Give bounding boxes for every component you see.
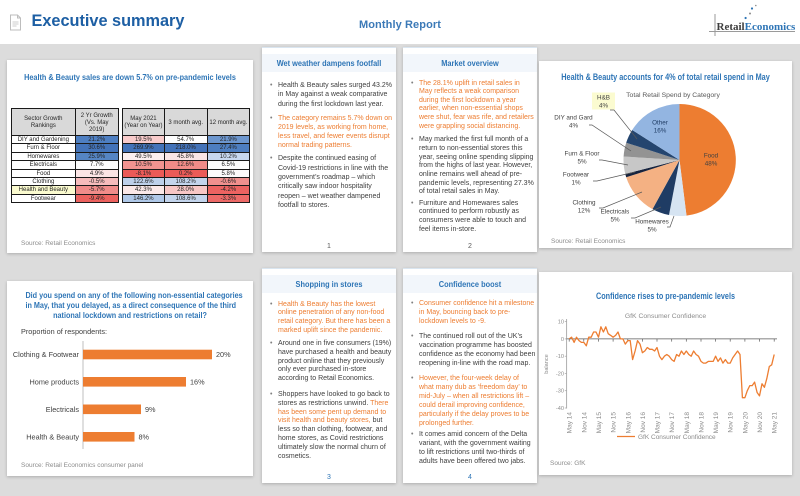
svg-text:1%: 1% <box>571 180 581 187</box>
svg-text:Clothing: Clothing <box>572 200 596 207</box>
svg-text:Electricals: Electricals <box>601 209 630 216</box>
svg-text:16%: 16% <box>654 128 667 135</box>
svg-text:DIY and Gard: DIY and Gard <box>554 115 593 122</box>
svg-text:10: 10 <box>558 320 564 326</box>
svg-text:9%: 9% <box>145 405 156 414</box>
svg-text:Homewares: Homewares <box>635 219 669 226</box>
svg-text:May 19: May 19 <box>713 412 720 434</box>
svg-text:-10: -10 <box>556 354 564 360</box>
svg-text:Health & Beauty: Health & Beauty <box>26 433 79 442</box>
svg-text:Home products: Home products <box>30 378 80 387</box>
svg-text:Footwear: Footwear <box>563 172 589 179</box>
svg-text:Nov 19: Nov 19 <box>728 412 735 433</box>
svg-text:48%: 48% <box>705 161 718 168</box>
svg-text:20%: 20% <box>216 350 231 359</box>
svg-text:12%: 12% <box>578 208 591 215</box>
svg-text:May 15: May 15 <box>596 412 603 434</box>
svg-text:4%: 4% <box>599 103 609 110</box>
svg-text:0: 0 <box>561 337 564 343</box>
svg-text:16%: 16% <box>190 378 205 387</box>
svg-text:Furn & Floor: Furn & Floor <box>565 151 600 158</box>
svg-text:RetailEconomics: RetailEconomics <box>717 21 797 33</box>
svg-text:H&B: H&B <box>597 95 610 102</box>
svg-text:May 16: May 16 <box>625 412 632 434</box>
svg-text:Electricals: Electricals <box>46 405 80 414</box>
svg-text:Nov 18: Nov 18 <box>699 412 706 433</box>
svg-text:Nov 15: Nov 15 <box>611 412 618 433</box>
svg-text:May 20: May 20 <box>742 412 749 434</box>
svg-text:May 17: May 17 <box>655 412 662 434</box>
svg-text:May 21: May 21 <box>772 412 779 434</box>
svg-text:Clothing & Footwear: Clothing & Footwear <box>13 350 80 359</box>
svg-text:-40: -40 <box>556 406 564 412</box>
svg-text:5%: 5% <box>577 159 587 166</box>
svg-text:May 14: May 14 <box>567 412 574 434</box>
svg-text:-20: -20 <box>556 371 564 377</box>
svg-text:Nov 20: Nov 20 <box>757 412 764 433</box>
svg-text:Nov 17: Nov 17 <box>669 412 676 433</box>
svg-text:Nov 16: Nov 16 <box>640 412 647 433</box>
svg-text:5%: 5% <box>610 217 620 224</box>
svg-text:Nov 14: Nov 14 <box>581 412 588 433</box>
svg-text:8%: 8% <box>139 433 150 442</box>
svg-text:GfK Consumer Confidence: GfK Consumer Confidence <box>638 434 716 441</box>
svg-text:4%: 4% <box>569 123 579 130</box>
svg-text:5%: 5% <box>647 227 657 234</box>
svg-text:Food: Food <box>704 153 719 160</box>
svg-text:Other: Other <box>652 120 668 127</box>
svg-text:balance: balance <box>544 354 550 374</box>
svg-text:-30: -30 <box>556 389 564 395</box>
svg-text:May 18: May 18 <box>684 412 691 434</box>
